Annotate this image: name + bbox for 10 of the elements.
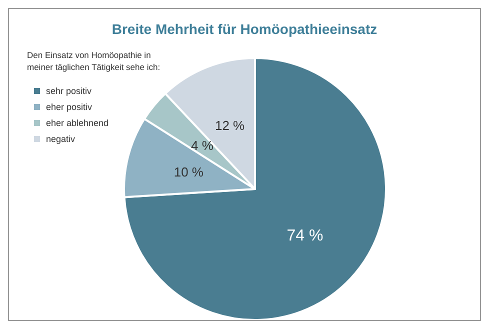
legend-label: negativ [46, 134, 76, 144]
chart-title: Breite Mehrheit für Homöopathieeinsatz [112, 21, 378, 37]
data-label: 12 % [214, 118, 246, 133]
data-label: 74 % [286, 227, 324, 244]
legend-label: sehr positiv [46, 86, 92, 96]
legend-label: eher ablehnend [46, 118, 109, 128]
legend-title: Den Einsatz von Homöopathie in meiner täglichen Tätigkeit sehe ich: [27, 50, 160, 72]
legend-label: eher positiv [46, 102, 93, 112]
data-label: 10 % [174, 164, 204, 180]
data-label: 4 % [191, 138, 214, 153]
